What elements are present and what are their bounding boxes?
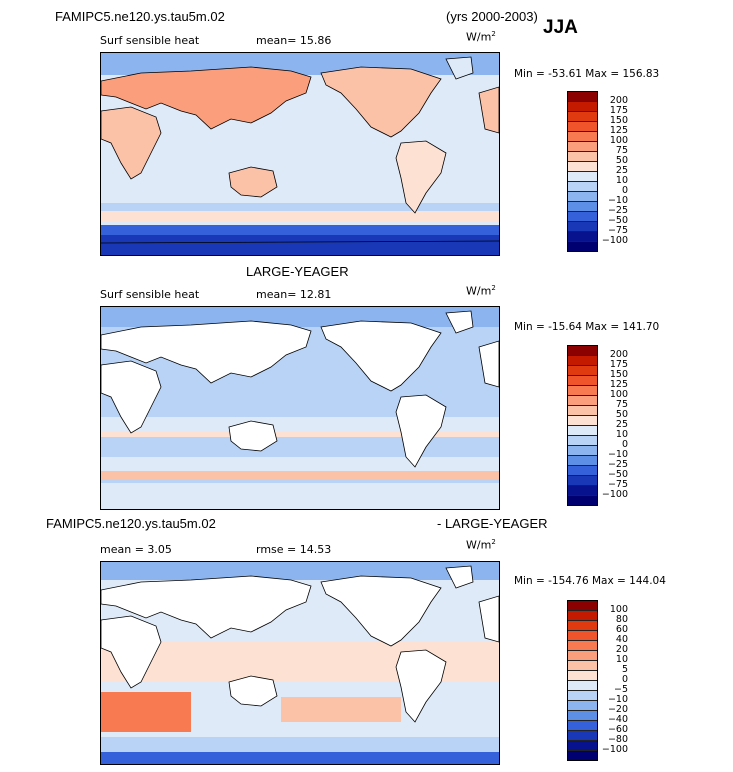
panel-2-variable: Surf sensible heat [100, 288, 200, 301]
cb1-l4: 100 [609, 135, 628, 146]
panel-1-colorbar-labels: 200 175 150 125 100 75 50 25 10 0 −10 −2… [598, 95, 628, 255]
cb3-l7: 0 [621, 674, 628, 685]
cb1-l1: 175 [609, 105, 628, 116]
cb1-l0: 200 [609, 95, 628, 106]
cb1-l3: 125 [609, 125, 628, 136]
cb2-l2: 150 [609, 369, 628, 380]
cb2-l8: 10 [615, 429, 628, 440]
panel-1-colorbar [567, 91, 598, 252]
panel-2-colorbar-labels: 200 175 150 125 100 75 50 25 10 0 −10 −2… [598, 349, 628, 509]
panel-1-map-svg [101, 53, 499, 255]
panel-2-minmax: Min = -15.64 Max = 141.70 [514, 321, 660, 333]
panel-3-map [100, 561, 500, 765]
case-title: FAMIPC5.ne120.ys.tau5m.02 [55, 9, 225, 24]
cb1-l8: 10 [615, 175, 628, 186]
panel-3-rmse: rmse = 14.53 [256, 543, 332, 556]
panel-2-map-svg [101, 307, 499, 509]
panel-1-units: W/m2 [466, 30, 496, 44]
cb2-l9: 0 [621, 439, 628, 450]
panel-3-colorbar [567, 600, 598, 761]
cb1-l7: 25 [615, 165, 628, 176]
panel-3-title-right: - LARGE-YEAGER [437, 516, 548, 531]
cb3-l4: 20 [615, 644, 628, 655]
panel-2-colorbar [567, 345, 598, 506]
cb2-l3: 125 [609, 379, 628, 390]
cb2-l0: 200 [609, 349, 628, 360]
cb3-l5: 10 [615, 654, 628, 665]
cb2-l4: 100 [609, 389, 628, 400]
cb1-l14: −100 [601, 235, 628, 246]
cb1-l12: −50 [607, 215, 628, 226]
cb2-l6: 50 [615, 409, 628, 420]
season-label: JJA [543, 17, 578, 38]
cb3-l11: −40 [607, 714, 628, 725]
cb2-l7: 25 [615, 419, 628, 430]
cb3-l1: 80 [615, 614, 628, 625]
cb3-l0: 100 [609, 604, 628, 615]
years-label: (yrs 2000-2003) [446, 9, 538, 24]
panel-1-minmax: Min = -53.61 Max = 156.83 [514, 68, 660, 80]
cb3-l3: 40 [615, 634, 628, 645]
cb3-l14: −100 [601, 744, 628, 755]
panel-3-units: W/m2 [466, 538, 496, 552]
panel-1-map [100, 52, 500, 256]
cb2-l14: −100 [601, 489, 628, 500]
panel-2-map [100, 306, 500, 510]
panel-1-variable: Surf sensible heat [100, 34, 200, 47]
panel-3-map-svg [101, 562, 499, 764]
cb3-l2: 60 [615, 624, 628, 635]
cb1-l9: 0 [621, 185, 628, 196]
cb3-l12: −60 [607, 724, 628, 735]
cb2-l10: −10 [607, 449, 628, 460]
cb1-l6: 50 [615, 155, 628, 166]
cb3-l9: −10 [607, 694, 628, 705]
panel-3-title-left: FAMIPC5.ne120.ys.tau5m.02 [46, 516, 216, 531]
panel-3-minmax: Min = -154.76 Max = 144.04 [514, 575, 666, 587]
cb3-l13: −80 [607, 734, 628, 745]
cb1-l11: −25 [607, 205, 628, 216]
cb2-l5: 75 [615, 399, 628, 410]
cb3-l10: −20 [607, 704, 628, 715]
panel-1-mean: mean= 15.86 [256, 34, 332, 47]
cb2-l1: 175 [609, 359, 628, 370]
cb3-l6: 5 [621, 664, 628, 675]
cb2-l11: −25 [607, 459, 628, 470]
cb2-l13: −75 [607, 479, 628, 490]
panel-2-mean: mean= 12.81 [256, 288, 332, 301]
cb2-l12: −50 [607, 469, 628, 480]
panel-3-mean: mean = 3.05 [100, 543, 172, 556]
cb1-l10: −10 [607, 195, 628, 206]
cb1-l13: −75 [607, 225, 628, 236]
panel-2-title: LARGE-YEAGER [246, 264, 349, 279]
panel-3-colorbar-labels: 100 80 60 40 20 10 5 0 −5 −10 −20 −40 −6… [598, 604, 628, 764]
cb1-l5: 75 [615, 145, 628, 156]
cb1-l2: 150 [609, 115, 628, 126]
panel-2-units: W/m2 [466, 284, 496, 298]
cb3-l8: −5 [613, 684, 628, 695]
